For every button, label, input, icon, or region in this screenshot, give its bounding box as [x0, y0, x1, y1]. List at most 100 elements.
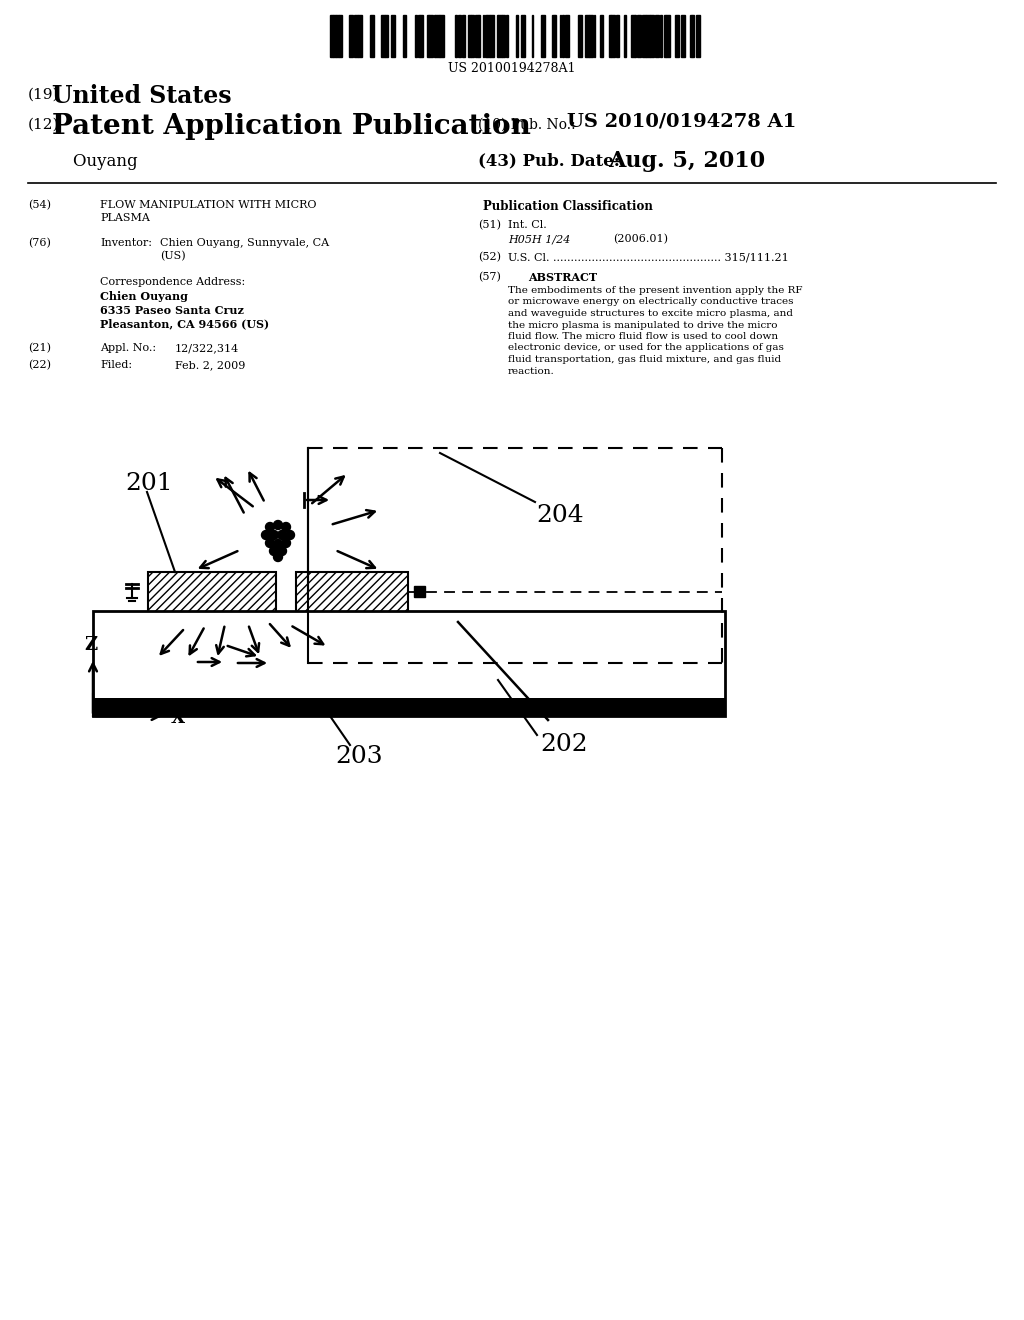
Text: Feb. 2, 2009: Feb. 2, 2009	[175, 360, 246, 370]
Bar	[541, 15, 545, 57]
Circle shape	[269, 531, 279, 540]
Text: fluid flow. The micro fluid flow is used to cool down: fluid flow. The micro fluid flow is used…	[508, 333, 778, 341]
Bar	[471, 15, 474, 57]
Bar	[611, 15, 615, 57]
Text: or microwave energy on electrically conductive traces: or microwave energy on electrically cond…	[508, 297, 794, 306]
Circle shape	[265, 523, 274, 532]
Bar	[642, 15, 646, 57]
Bar	[589, 15, 593, 57]
Bar	[552, 15, 554, 57]
Circle shape	[282, 539, 291, 548]
Text: Publication Classification: Publication Classification	[483, 201, 653, 213]
Text: US 2010/0194278 A1: US 2010/0194278 A1	[567, 114, 797, 131]
Bar	[690, 15, 692, 57]
Bar	[681, 15, 685, 57]
Text: 12/322,314: 12/322,314	[175, 343, 240, 352]
Text: 202: 202	[540, 733, 588, 756]
Bar	[435, 15, 439, 57]
Text: (52): (52)	[478, 252, 501, 263]
Bar	[381, 15, 385, 57]
Text: (54): (54)	[28, 201, 51, 210]
Text: Appl. No.:: Appl. No.:	[100, 343, 156, 352]
Bar	[578, 15, 582, 57]
Bar	[148, 572, 276, 612]
Bar	[521, 15, 524, 57]
Text: Filed:: Filed:	[100, 360, 132, 370]
Text: (22): (22)	[28, 360, 51, 371]
Text: (21): (21)	[28, 343, 51, 354]
Circle shape	[261, 531, 270, 540]
Bar	[675, 15, 679, 57]
Text: (10) Pub. No.:: (10) Pub. No.:	[478, 117, 575, 132]
Bar	[498, 15, 502, 57]
Bar	[616, 15, 618, 57]
Bar	[660, 15, 662, 57]
Text: (US): (US)	[160, 251, 185, 261]
Bar	[666, 15, 670, 57]
Bar	[696, 15, 700, 57]
Bar	[330, 15, 333, 57]
Text: Correspondence Address:: Correspondence Address:	[100, 277, 246, 286]
Circle shape	[278, 546, 287, 556]
Bar	[487, 15, 490, 57]
Bar	[403, 15, 406, 57]
Text: the micro plasma is manipulated to drive the micro: the micro plasma is manipulated to drive…	[508, 321, 777, 330]
Bar	[93, 698, 725, 715]
Bar	[458, 15, 461, 57]
Bar	[562, 15, 564, 57]
Bar	[609, 15, 611, 57]
Text: (2006.01): (2006.01)	[613, 234, 668, 244]
Circle shape	[269, 546, 279, 556]
Bar	[354, 15, 358, 57]
Bar	[490, 15, 494, 57]
Circle shape	[273, 520, 283, 529]
Text: US 20100194278A1: US 20100194278A1	[449, 62, 575, 75]
Circle shape	[278, 531, 287, 540]
Text: FLOW MANIPULATION WITH MICRO: FLOW MANIPULATION WITH MICRO	[100, 201, 316, 210]
Bar	[585, 15, 589, 57]
Circle shape	[286, 531, 295, 540]
Bar	[385, 15, 388, 57]
Bar	[655, 15, 659, 57]
Text: Z: Z	[84, 636, 97, 653]
Bar	[339, 15, 342, 57]
Bar	[468, 15, 471, 57]
Bar	[462, 15, 465, 57]
Bar	[637, 15, 641, 57]
Text: Int. Cl.: Int. Cl.	[508, 220, 547, 230]
Bar	[646, 15, 650, 57]
Circle shape	[265, 539, 274, 548]
Bar	[502, 15, 505, 57]
Bar	[631, 15, 635, 57]
Text: United States: United States	[52, 84, 231, 108]
Bar	[358, 15, 362, 57]
Circle shape	[273, 540, 283, 549]
Text: (57): (57)	[478, 272, 501, 282]
Text: X: X	[171, 709, 185, 727]
Text: (19): (19)	[28, 88, 59, 102]
Text: (12): (12)	[28, 117, 59, 132]
Text: reaction.: reaction.	[508, 367, 555, 375]
Circle shape	[282, 523, 291, 532]
Bar	[333, 15, 336, 57]
Text: 6335 Paseo Santa Cruz: 6335 Paseo Santa Cruz	[100, 305, 244, 315]
Bar	[296, 572, 408, 612]
Bar	[420, 15, 423, 57]
Bar	[415, 15, 417, 57]
Text: 201: 201	[125, 473, 172, 495]
Text: 203: 203	[335, 744, 383, 768]
Bar	[427, 15, 429, 57]
Text: Inventor:: Inventor:	[100, 238, 152, 248]
Text: Chien Ouyang: Chien Ouyang	[100, 290, 188, 302]
Bar	[414, 586, 425, 597]
Text: The embodiments of the present invention apply the RF: The embodiments of the present invention…	[508, 286, 803, 294]
Text: Pleasanton, CA 94566 (US): Pleasanton, CA 94566 (US)	[100, 318, 269, 329]
Text: 204: 204	[536, 504, 584, 527]
Bar	[93, 611, 725, 715]
Text: Ouyang: Ouyang	[52, 153, 137, 170]
Text: (51): (51)	[478, 220, 501, 230]
Bar	[565, 15, 569, 57]
Bar	[349, 15, 353, 57]
Bar	[429, 15, 433, 57]
Bar	[516, 15, 518, 57]
